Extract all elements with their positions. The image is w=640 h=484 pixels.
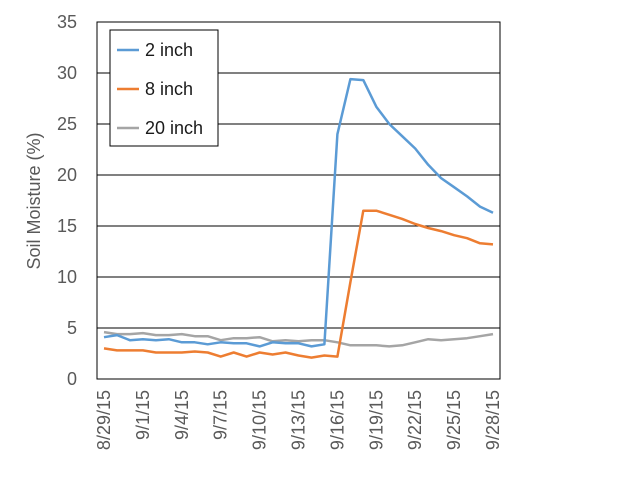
legend-label: 20 inch: [145, 118, 203, 138]
y-tick-label: 25: [57, 114, 77, 134]
x-tick-label: 9/25/15: [444, 390, 464, 450]
legend-label: 8 inch: [145, 79, 193, 99]
series-line-8-inch: [103, 209, 494, 359]
x-tick-label: 9/28/15: [483, 390, 503, 450]
x-tick-label: 9/10/15: [250, 390, 270, 450]
data-series: [103, 77, 494, 359]
x-tick-label: 8/29/15: [94, 390, 114, 450]
y-tick-label: 30: [57, 63, 77, 83]
x-axis-tick-labels: 8/29/15 9/1/15 9/4/15 9/7/15 9/10/15 9/13/15 9…: [94, 390, 503, 450]
x-tick-label: 9/13/15: [289, 390, 309, 450]
x-tick-label: 9/7/15: [211, 390, 231, 440]
y-axis-title: Soil Moisture (%): [24, 132, 44, 269]
legend-label: 2 inch: [145, 40, 193, 60]
plot-area-border: [96, 21, 501, 380]
y-tick-label: 10: [57, 267, 77, 287]
series-line-20-inch: [103, 330, 494, 348]
y-tick-label: 15: [57, 216, 77, 236]
series-line-2-inch: [103, 77, 494, 348]
x-tick-label: 9/22/15: [405, 390, 425, 450]
y-tick-label: 5: [67, 318, 77, 338]
x-tick-label: 9/4/15: [172, 390, 192, 440]
legend: 2 inch 8 inch 20 inch: [109, 29, 219, 147]
x-tick-label: 9/16/15: [327, 390, 347, 450]
y-tick-label: 0: [67, 369, 77, 389]
y-tick-label: 20: [57, 165, 77, 185]
y-tick-label: 35: [57, 12, 77, 32]
x-tick-label: 9/1/15: [133, 390, 153, 440]
x-tick-label: 9/19/15: [366, 390, 386, 450]
y-axis-tick-labels: 0 5 10 15 20 25 30 35: [57, 12, 77, 389]
